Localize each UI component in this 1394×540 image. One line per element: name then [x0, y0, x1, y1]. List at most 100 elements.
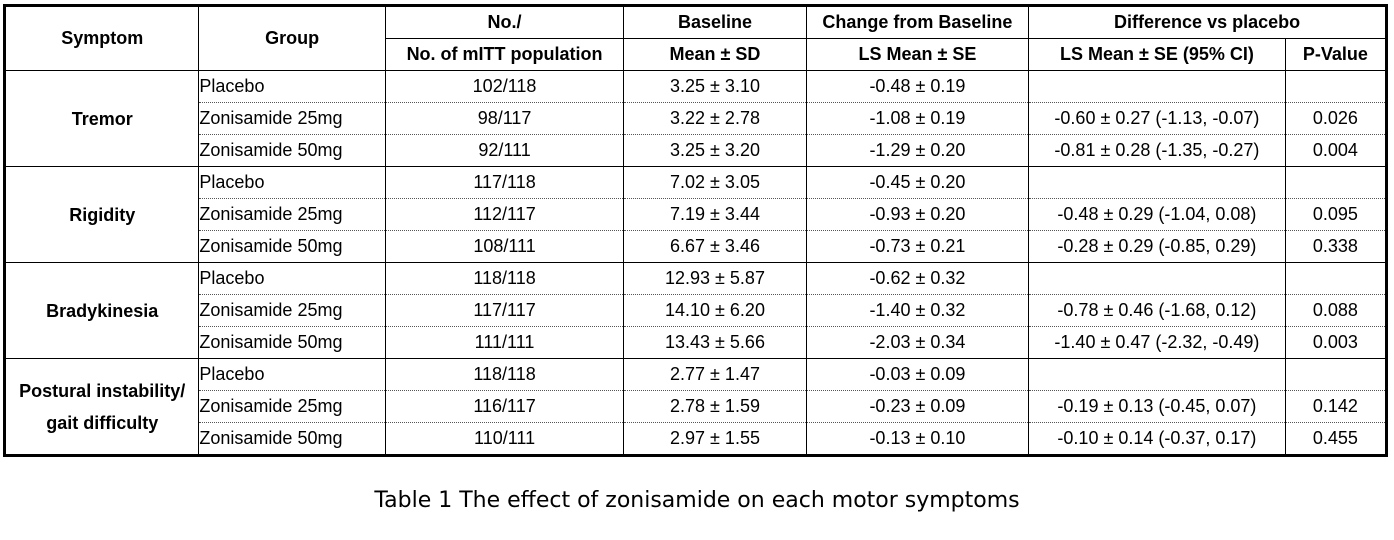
diff-cell: -0.60 ± 0.27 (-1.13, -0.07) [1028, 102, 1286, 135]
group-cell: Zonisamide 50mg [198, 326, 386, 359]
pvalue-cell [1284, 262, 1388, 295]
diff-cell: -0.19 ± 0.13 (-0.45, 0.07) [1028, 390, 1286, 423]
baseline-cell: 2.77 ± 1.47 [623, 358, 807, 391]
change-cell: -0.23 ± 0.09 [805, 390, 1030, 423]
baseline-cell: 2.97 ± 1.55 [623, 422, 807, 456]
diff-cell [1028, 166, 1286, 199]
group-cell: Zonisamide 25mg [198, 198, 386, 231]
group-cell: Placebo [198, 70, 386, 103]
n-cell: 118/118 [384, 262, 625, 295]
pvalue-cell: 0.455 [1284, 422, 1388, 456]
table-row: Bradykinesia Placebo 118/118 12.93 ± 5.87 -0… [3, 262, 1388, 359]
symptom-label: Tremor [71, 108, 133, 129]
group-cell: Zonisamide 50mg [198, 134, 386, 167]
pvalue-cell: 0.338 [1284, 230, 1388, 263]
n-cell: 111/111 [384, 326, 625, 359]
n-cell: 116/117 [384, 390, 625, 423]
pvalue-cell: 0.026 [1284, 102, 1388, 135]
header-row-1: Symptom Group No./ Baseline Change from … [3, 5, 1387, 71]
table-row: Zonisamide 50mg 92/111 3.25 ± 3.20 -1.29 ± … [5, 134, 1388, 167]
group-cell: Zonisamide 50mg [198, 422, 386, 456]
table-row: Zonisamide 50mg 108/111 6.67 ± 3.46 -0.73 ±… [5, 230, 1388, 263]
pvalue-cell [1284, 166, 1388, 199]
n-cell: 98/117 [384, 102, 625, 135]
change-cell: -2.03 ± 0.34 [805, 326, 1030, 359]
baseline-cell: 12.93 ± 5.87 [623, 262, 807, 295]
pvalue-cell [1284, 358, 1388, 391]
table-caption: Table 1 The effect of zonisamide on each… [374, 488, 1020, 513]
baseline-cell: 3.22 ± 2.78 [623, 102, 807, 135]
group-cell: Zonisamide 25mg [198, 390, 386, 423]
diff-cell: -0.48 ± 0.29 (-1.04, 0.08) [1028, 198, 1286, 231]
symptom-cell: Rigidity [3, 166, 200, 263]
diff-cell [1028, 70, 1286, 103]
table-row: Zonisamide 50mg 111/111 13.43 ± 5.66 -2.03 … [5, 326, 1388, 359]
table-row: Zonisamide 25mg 116/117 2.78 ± 1.59 -0.23 ±… [5, 390, 1388, 423]
n-cell: 118/118 [384, 358, 625, 391]
pvalue-cell: 0.003 [1284, 326, 1388, 359]
symptom-label-line2: gait difficulty [46, 412, 159, 433]
symptom-cell: Postural instability/gait difficulty [3, 358, 200, 456]
baseline-cell: 7.02 ± 3.05 [623, 166, 807, 199]
header-pvalue: P-Value [1284, 38, 1388, 71]
baseline-cell: 6.67 ± 3.46 [623, 230, 807, 263]
table-row: Tremor Placebo 102/118 3.25 ± 3.10 -0.48 ± 0… [3, 70, 1388, 167]
diff-cell [1028, 262, 1286, 295]
n-cell: 110/111 [384, 422, 625, 456]
n-cell: 117/117 [384, 294, 625, 327]
change-cell: -0.03 ± 0.09 [805, 358, 1030, 391]
change-cell: -1.40 ± 0.32 [805, 294, 1030, 327]
n-cell: 92/111 [384, 134, 625, 167]
table-row: Zonisamide 25mg 98/117 3.22 ± 2.78 -1.08 ± … [5, 102, 1388, 135]
baseline-cell: 3.25 ± 3.10 [623, 70, 807, 103]
baseline-cell: 7.19 ± 3.44 [623, 198, 807, 231]
pvalue-cell: 0.095 [1284, 198, 1388, 231]
group-cell: Zonisamide 50mg [198, 230, 386, 263]
header-diff-sub: LS Mean ± SE (95% CI) [1028, 38, 1286, 71]
change-cell: -0.93 ± 0.20 [805, 198, 1030, 231]
table-row: Zonisamide 50mg 110/111 2.97 ± 1.55 -0.13 ±… [5, 422, 1388, 456]
header-no: No./ [384, 5, 625, 39]
diff-cell: -0.78 ± 0.46 (-1.68, 0.12) [1028, 294, 1286, 327]
change-cell: -0.73 ± 0.21 [805, 230, 1030, 263]
change-cell: -0.13 ± 0.10 [805, 422, 1030, 456]
n-cell: 112/117 [384, 198, 625, 231]
baseline-cell: 2.78 ± 1.59 [623, 390, 807, 423]
baseline-cell: 3.25 ± 3.20 [623, 134, 807, 167]
header-baseline: Baseline [623, 5, 807, 39]
baseline-cell: 14.10 ± 6.20 [623, 294, 807, 327]
group-cell: Placebo [198, 166, 386, 199]
header-baseline-sub: Mean ± SD [623, 38, 807, 71]
header-mitt: No. of mITT population [384, 38, 625, 71]
header-difference: Difference vs placebo [1028, 5, 1387, 39]
diff-cell: -1.40 ± 0.47 (-2.32, -0.49) [1028, 326, 1286, 359]
n-cell: 117/118 [384, 166, 625, 199]
symptom-label: Postural instability/ [19, 380, 186, 401]
pvalue-cell: 0.088 [1284, 294, 1388, 327]
table-row: Rigidity Placebo 117/118 7.02 ± 3.05 -0.45 ±… [3, 166, 1388, 263]
n-cell: 108/111 [384, 230, 625, 263]
pvalue-cell [1284, 70, 1388, 103]
change-cell: -1.29 ± 0.20 [805, 134, 1030, 167]
symptom-cell: Bradykinesia [3, 262, 200, 359]
group-cell: Zonisamide 25mg [198, 294, 386, 327]
diff-cell: -0.10 ± 0.14 (-0.37, 0.17) [1028, 422, 1286, 456]
symptom-label: Rigidity [69, 204, 136, 225]
change-cell: -0.48 ± 0.19 [805, 70, 1030, 103]
table-row: Zonisamide 25mg 117/117 14.10 ± 6.20 -1.40 … [5, 294, 1388, 327]
baseline-cell: 13.43 ± 5.66 [623, 326, 807, 359]
n-cell: 102/118 [384, 70, 625, 103]
header-group: Group [198, 5, 386, 71]
group-cell: Zonisamide 25mg [198, 102, 386, 135]
header-change: Change from Baseline [805, 5, 1030, 39]
header-row-2: No. of mITT population Mean ± SD LS Mean… [5, 38, 1388, 71]
symptom-label: Bradykinesia [46, 300, 159, 321]
diff-cell: -0.81 ± 0.28 (-1.35, -0.27) [1028, 134, 1286, 167]
group-cell: Placebo [198, 358, 386, 391]
results-table: Symptom Group No./ Baseline Change from … [3, 4, 1388, 457]
header-symptom: Symptom [3, 5, 200, 71]
pvalue-cell: 0.004 [1284, 134, 1388, 167]
table-row: Postural instability/gait difficulty Plac… [3, 358, 1388, 456]
change-cell: -0.45 ± 0.20 [805, 166, 1030, 199]
symptom-cell: Tremor [3, 70, 200, 167]
